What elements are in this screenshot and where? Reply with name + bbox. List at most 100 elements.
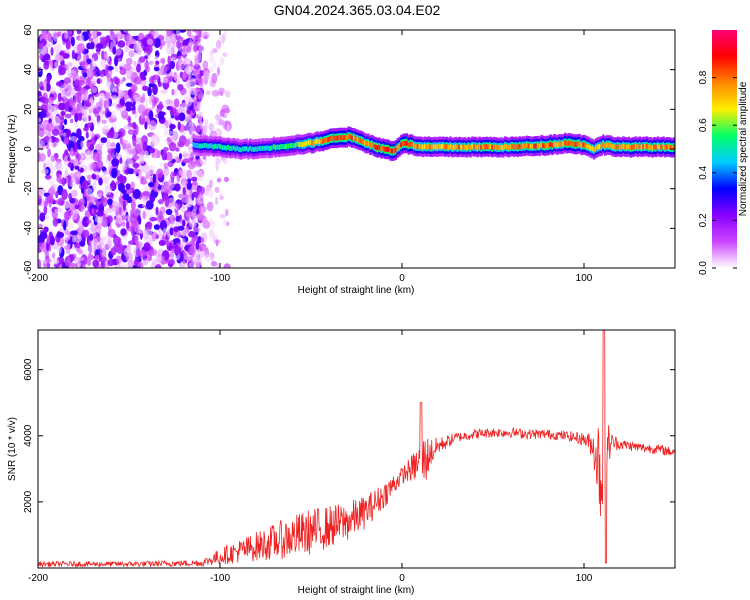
noise-blob — [214, 114, 222, 121]
noise-blob — [149, 176, 153, 184]
noise-blob — [99, 36, 107, 41]
ridge-cell — [625, 144, 629, 150]
ridge-cell — [427, 143, 430, 149]
noise-blob — [74, 204, 80, 210]
ridge-cell — [596, 144, 600, 150]
noise-blob — [115, 214, 123, 224]
noise-blob — [86, 122, 92, 128]
noise-blob — [123, 30, 132, 33]
ridge-cell — [298, 142, 301, 147]
ridge-cell — [483, 144, 487, 150]
ridge-cell — [394, 147, 398, 153]
ridge-cell — [522, 143, 525, 149]
ridge-cell — [511, 143, 514, 149]
ridge-cell — [544, 143, 547, 149]
noise-blob — [146, 38, 153, 46]
noise-blob — [69, 197, 76, 204]
ridge-cell — [403, 140, 407, 146]
noise-blob — [58, 102, 66, 111]
ridge-cell — [269, 145, 272, 151]
noise-blob — [126, 221, 130, 229]
ridge-cell — [653, 144, 656, 150]
noise-blob — [140, 76, 147, 81]
ridge-cell — [469, 145, 472, 151]
noise-blob — [46, 74, 51, 84]
noise-blob — [92, 259, 99, 268]
noise-blob — [142, 210, 146, 220]
noise-blob — [67, 68, 72, 78]
noise-blob — [89, 41, 95, 50]
noise-blob — [61, 90, 68, 99]
noise-blob — [82, 216, 90, 228]
ridge-cell — [207, 143, 210, 149]
ridge-cell — [378, 144, 381, 150]
noise-blob — [122, 200, 126, 211]
ridge-cell — [261, 145, 265, 151]
spectrogram-ridge-layer — [192, 126, 675, 161]
ridge-cell — [192, 142, 196, 148]
noise-blob — [107, 153, 112, 162]
noise-blob — [85, 187, 93, 197]
ridge-cell — [607, 142, 611, 148]
y-tick-label: 40 — [23, 64, 34, 76]
noise-blob — [103, 51, 109, 60]
ridge-cell — [392, 148, 396, 154]
noise-blob — [109, 127, 115, 139]
ridge-cell — [400, 142, 403, 148]
ridge-cell — [205, 143, 208, 148]
ridge-cell — [198, 143, 201, 149]
noise-blob — [201, 125, 207, 135]
noise-blob — [50, 155, 56, 162]
ridge-cell — [489, 144, 492, 149]
noise-blob — [111, 95, 118, 101]
ridge-cell — [442, 143, 445, 149]
snr-x-label: Height of straight line (km) — [298, 585, 415, 596]
noise-blob — [153, 224, 160, 230]
noise-blob — [152, 173, 157, 184]
noise-blob — [56, 175, 62, 183]
ridge-cell — [496, 145, 500, 151]
ridge-cell — [225, 145, 228, 151]
noise-blob — [82, 115, 90, 123]
noise-blob — [52, 142, 57, 148]
noise-blob — [39, 53, 44, 61]
ridge-cell — [553, 141, 556, 147]
x-tick-label: -200 — [28, 273, 48, 284]
noise-blob — [122, 193, 130, 201]
ridge-cell — [493, 144, 496, 150]
noise-blob — [96, 78, 101, 84]
noise-blob — [149, 217, 158, 222]
ridge-cell — [265, 145, 268, 151]
noise-blob — [152, 138, 160, 146]
noise-blob — [139, 248, 146, 258]
noise-blob — [54, 44, 62, 53]
noise-blob — [67, 162, 72, 168]
noise-blob — [52, 258, 59, 265]
noise-blob — [76, 170, 82, 179]
ridge-cell — [271, 145, 274, 151]
ridge-cell — [605, 142, 609, 148]
noise-blob — [157, 229, 162, 238]
noise-blob — [43, 30, 51, 41]
noise-blob — [80, 60, 88, 69]
noise-blob — [60, 110, 66, 116]
noise-blob — [142, 141, 148, 151]
noise-blob — [183, 138, 190, 147]
noise-blob — [121, 221, 126, 227]
noise-blob — [184, 58, 192, 65]
noise-blob — [115, 77, 120, 85]
noise-blob — [133, 60, 137, 67]
spectrogram-plot-area — [38, 30, 675, 268]
colorbar-ticks: 0.0 0.2 0.4 0.6 0.8 — [698, 70, 737, 275]
noise-blob — [96, 43, 104, 50]
noise-blob — [87, 176, 92, 184]
ridge-cell — [503, 143, 507, 149]
ridge-cell — [582, 142, 585, 148]
noise-blob — [85, 101, 92, 108]
noise-blob — [107, 258, 115, 267]
ridge-cell — [664, 145, 667, 150]
noise-blob — [99, 248, 107, 258]
ridge-cell — [613, 144, 616, 150]
ridge-cell — [209, 143, 212, 149]
noise-blob — [54, 61, 59, 69]
